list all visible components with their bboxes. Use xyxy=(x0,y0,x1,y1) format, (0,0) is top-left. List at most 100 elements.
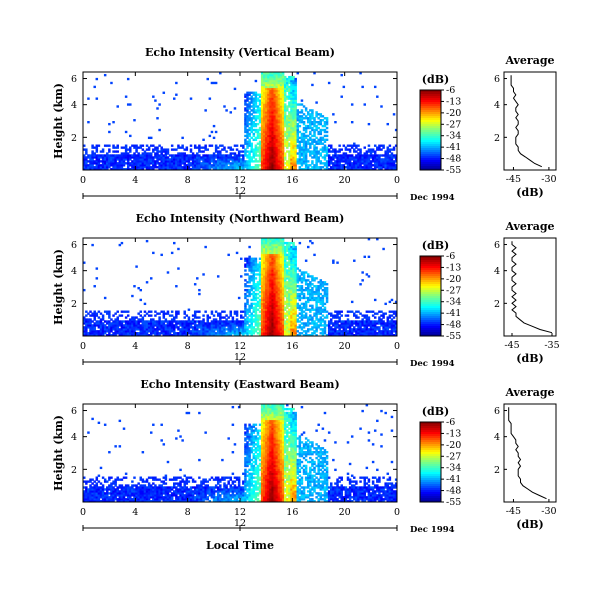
heatmap-cell xyxy=(373,312,377,315)
heatmap-cell xyxy=(296,146,300,149)
heatmap-cell xyxy=(168,154,172,157)
heatmap-cell xyxy=(246,121,249,124)
heatmap-cell xyxy=(246,95,249,98)
heatmap-cell xyxy=(99,156,103,159)
heatmap-cell xyxy=(290,95,293,98)
heatmap-cell xyxy=(133,322,136,325)
heatmap-cell xyxy=(185,156,189,159)
heatmap-cell xyxy=(204,144,207,147)
heatmap-cell xyxy=(373,154,377,157)
heatmap-cell xyxy=(275,247,279,251)
heatmap-cell xyxy=(267,85,270,89)
heatmap-cell xyxy=(265,306,268,309)
heatmap-cell xyxy=(271,255,274,258)
heatmap-cell xyxy=(143,156,147,159)
heatmap-cell xyxy=(279,162,283,165)
heatmap-cell xyxy=(323,158,327,161)
heatmap-cell xyxy=(99,334,103,337)
heatmap-cell xyxy=(133,160,136,163)
heatmap-cell xyxy=(271,122,274,126)
heatmap-cell xyxy=(269,245,272,249)
heatmap-cell xyxy=(83,144,86,147)
heatmap-cell xyxy=(196,152,199,155)
heatmap-cell xyxy=(85,150,88,153)
heatmap-cell xyxy=(350,322,354,325)
heatmap-cell xyxy=(246,99,249,102)
heatmap-cell xyxy=(154,146,157,149)
heatmap-cell xyxy=(258,318,262,321)
heatmap-cell xyxy=(281,160,285,163)
heatmap-cell xyxy=(260,154,264,157)
heatmap-cell xyxy=(294,332,297,335)
heatmap-cell xyxy=(133,166,136,169)
x-tick-label: 4 xyxy=(132,175,138,186)
heatmap-cell xyxy=(240,326,243,329)
heatmap-cell xyxy=(147,156,151,159)
heatmap-cell xyxy=(309,308,312,311)
heatmap-cell xyxy=(106,166,109,169)
heatmap-cell xyxy=(348,328,352,331)
heatmap-cell xyxy=(252,154,256,157)
heatmap-cell xyxy=(149,156,153,159)
x-tick-label: 12 xyxy=(234,175,246,186)
heatmap-cell xyxy=(103,160,107,163)
heatmap-cell xyxy=(330,328,333,331)
heatmap-cell xyxy=(198,330,201,333)
heatmap-cell xyxy=(227,322,230,325)
heatmap-cell xyxy=(286,324,289,327)
heatmap-cell xyxy=(254,269,258,272)
heatmap-cell xyxy=(321,300,325,304)
heatmap-cell xyxy=(321,330,325,333)
heatmap-cell xyxy=(85,168,88,171)
heatmap-cell xyxy=(254,79,258,83)
heatmap-cell xyxy=(244,101,247,104)
heatmap-cell xyxy=(292,300,295,304)
heatmap-cell xyxy=(330,318,333,321)
heatmap-cell xyxy=(271,304,274,307)
heatmap-cell xyxy=(279,124,283,128)
heatmap-cell xyxy=(376,146,379,149)
heatmap-cell xyxy=(336,150,339,153)
heatmap-cell xyxy=(260,312,264,315)
heatmap-cell xyxy=(265,146,268,149)
heatmap-cell xyxy=(248,168,251,171)
heatmap-cell xyxy=(304,288,308,292)
heatmap-cell xyxy=(290,277,293,280)
heatmap-cell xyxy=(386,160,390,163)
heatmap-cell xyxy=(277,128,281,132)
heatmap-cell xyxy=(154,148,157,151)
heatmap-cell xyxy=(147,330,151,333)
heatmap-cell xyxy=(173,166,176,169)
heatmap-cell xyxy=(271,269,274,272)
heatmap-cell xyxy=(204,109,207,112)
heatmap-cell xyxy=(269,324,272,327)
heatmap-cell xyxy=(321,119,325,122)
heatmap-cell xyxy=(283,263,287,266)
heatmap-cell xyxy=(143,322,147,325)
heatmap-cell xyxy=(214,164,218,167)
heatmap-cell xyxy=(191,166,195,169)
heatmap-cell xyxy=(313,277,316,280)
heatmap-cell xyxy=(193,316,197,319)
heatmap-cell xyxy=(145,148,149,151)
heatmap-cell xyxy=(141,160,145,163)
heatmap-cell xyxy=(283,124,287,128)
heatmap-cell xyxy=(267,130,270,134)
heatmap-cell xyxy=(271,124,274,128)
heatmap-cell xyxy=(260,267,264,270)
heatmap-cell xyxy=(265,273,268,276)
heatmap-cell xyxy=(133,154,136,157)
heatmap-cell xyxy=(101,316,105,319)
heatmap-cell xyxy=(265,119,268,122)
heatmap-cell xyxy=(388,150,392,153)
heatmap-cell xyxy=(288,128,291,132)
heatmap-cell xyxy=(294,166,297,169)
heatmap-cell xyxy=(135,164,138,167)
heatmap-cell xyxy=(363,103,366,106)
heatmap-cell xyxy=(306,279,310,282)
heatmap-cell xyxy=(254,296,258,300)
heatmap-cell xyxy=(336,162,339,165)
heatmap-cell xyxy=(101,160,105,163)
heatmap-cell xyxy=(246,103,249,106)
heatmap-cell xyxy=(260,77,264,81)
